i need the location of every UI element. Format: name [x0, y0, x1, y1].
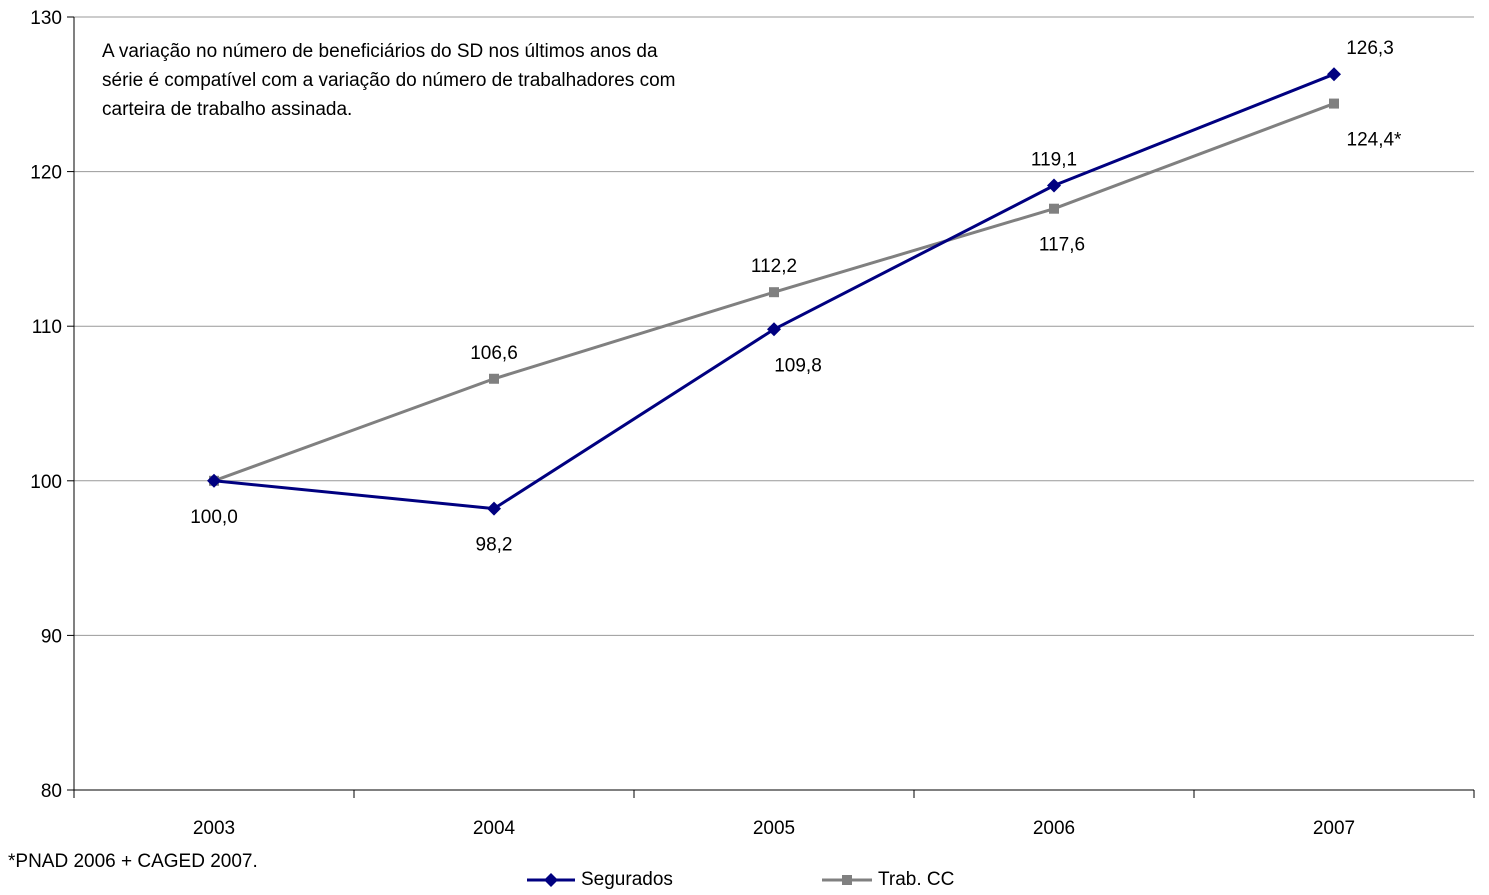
data-label: 100,0: [190, 507, 238, 528]
x-tick-label: 2004: [473, 818, 516, 839]
x-axis-ticks: 2003 2004 2005 2006 2007: [73, 790, 1475, 839]
legend-label-segurados: Segurados: [581, 869, 673, 890]
legend-label-trab-cc: Trab. CC: [878, 869, 955, 890]
data-point-square: [769, 287, 779, 298]
y-axis-ticks: 80 90 100 110 120 130: [30, 8, 74, 802]
legend-item-trab-cc: Trab. CC: [822, 869, 954, 891]
data-point-diamond: [207, 473, 221, 488]
x-tick-label: 2006: [1033, 818, 1075, 839]
data-point-square: [489, 373, 499, 384]
data-label: 106,6: [470, 343, 518, 364]
x-tick-label: 2007: [1313, 818, 1355, 839]
data-label: 98,2: [476, 535, 513, 556]
data-label: 126,3: [1346, 38, 1394, 59]
x-tick-label: 2005: [753, 818, 795, 839]
data-point-diamond: [1327, 67, 1341, 82]
y-tick-label: 120: [30, 163, 62, 184]
legend-marker-diamond: [527, 873, 575, 887]
y-tick-label: 130: [30, 8, 62, 29]
data-point-square: [1049, 203, 1059, 214]
data-point-square: [1329, 98, 1339, 109]
data-label: 112,2: [751, 256, 797, 277]
data-point-diamond: [767, 322, 781, 337]
y-tick-label: 100: [30, 472, 62, 493]
data-labels: 100,0 98,2 109,8 119,1 126,3 106,6 112,2 117,6 1…: [190, 38, 1402, 555]
data-point-diamond: [1047, 178, 1061, 193]
data-label: 124,4*: [1347, 130, 1403, 151]
y-tick-label: 90: [41, 626, 62, 647]
x-tick-label: 2003: [193, 818, 235, 839]
data-point-diamond: [487, 501, 501, 516]
legend-marker-square: [822, 875, 872, 885]
data-label: 109,8: [774, 355, 822, 376]
chart-footnote: *PNAD 2006 + CAGED 2007.: [8, 851, 258, 872]
data-label: 117,6: [1039, 235, 1085, 256]
chart-annotation: A variação no número de beneficiários do…: [102, 41, 676, 120]
y-tick-label: 80: [41, 781, 62, 802]
data-label: 119,1: [1031, 150, 1077, 171]
legend-item-segurados: Segurados: [527, 869, 673, 891]
axes: [73, 17, 1474, 791]
y-tick-label: 110: [32, 317, 62, 338]
series-layer: [207, 67, 1341, 516]
